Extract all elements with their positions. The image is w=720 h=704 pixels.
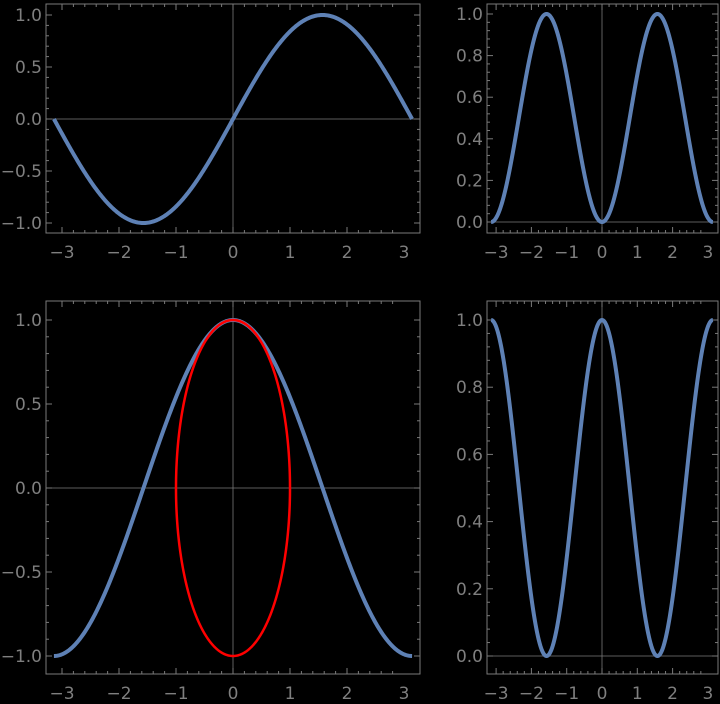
ellipse-curve — [174, 318, 292, 658]
y-tick-label: 0.0 — [15, 110, 42, 130]
y-tick-label: −1.0 — [1, 647, 42, 667]
x-tick-label: 1 — [632, 243, 643, 263]
y-tick-label: 0.5 — [15, 58, 42, 78]
y-tick-label: 0.8 — [456, 47, 483, 67]
curve-line — [52, 13, 414, 225]
x-tick-label: 2 — [342, 243, 353, 263]
y-tick-label: −0.5 — [1, 162, 42, 182]
curve-line — [489, 12, 715, 224]
x-tick-label: 0 — [597, 243, 608, 263]
y-tick-label: 0.5 — [15, 395, 42, 415]
x-tick-label: −3 — [49, 684, 74, 704]
y-tick-label: 1.0 — [15, 311, 42, 331]
x-tick-label: −3 — [49, 243, 74, 263]
x-tick-label: −1 — [554, 684, 579, 704]
curve-line — [489, 318, 715, 658]
x-tick-label: −3 — [484, 243, 509, 263]
x-tick-label: 2 — [667, 243, 678, 263]
y-tick-label: 0.6 — [456, 88, 483, 108]
x-tick-label: 3 — [399, 243, 410, 263]
x-tick-label: 1 — [285, 684, 296, 704]
x-tick-label: −2 — [106, 243, 131, 263]
x-tick-label: 0 — [228, 243, 239, 263]
x-tick-label: 2 — [342, 684, 353, 704]
y-tick-label: 0.8 — [456, 378, 483, 398]
y-tick-label: 1.0 — [456, 5, 483, 25]
y-tick-label: 1.0 — [456, 311, 483, 331]
x-tick-label: 3 — [702, 243, 713, 263]
y-tick-label: 0.0 — [15, 479, 42, 499]
plot-cos-with-ellipse: −3 −2 −1 0 1 2 3 −1.0 −0.5 0.0 0.5 1.0 — [1, 300, 421, 704]
x-tick-label: −2 — [106, 684, 131, 704]
plot-sin-squared: −3 −2 −1 0 1 2 3 0.0 0.2 0.4 0.6 0.8 1.0 — [456, 3, 719, 263]
plot-sin: −3 −2 −1 0 1 2 3 −1.0 −0.5 0.0 0.5 1.0 — [1, 3, 421, 263]
x-tick-label: −1 — [163, 684, 188, 704]
x-tick-label: 3 — [702, 684, 713, 704]
y-tick-label: 0.0 — [456, 213, 483, 233]
y-tick-label: −1.0 — [1, 214, 42, 234]
x-tick-label: 1 — [632, 684, 643, 704]
y-tick-label: 0.2 — [456, 171, 483, 191]
x-tick-label: −1 — [163, 243, 188, 263]
y-tick-label: 0.4 — [456, 513, 483, 533]
x-tick-label: −3 — [484, 684, 509, 704]
y-tick-label: 0.2 — [456, 580, 483, 600]
x-tick-label: 0 — [228, 684, 239, 704]
x-tick-label: −1 — [554, 243, 579, 263]
x-tick-label: −2 — [519, 243, 544, 263]
y-tick-label: 1.0 — [15, 6, 42, 26]
x-tick-label: −2 — [519, 684, 544, 704]
x-tick-label: 2 — [667, 684, 678, 704]
y-tick-label: 0.4 — [456, 130, 483, 150]
y-tick-label: −0.5 — [1, 563, 42, 583]
x-tick-label: 1 — [285, 243, 296, 263]
x-tick-label: 3 — [399, 684, 410, 704]
plot-cos-squared: −3 −2 −1 0 1 2 3 0.0 0.2 0.4 0.6 0.8 1.0 — [456, 300, 719, 704]
y-tick-label: 0.0 — [456, 647, 483, 667]
y-tick-label: 0.6 — [456, 445, 483, 465]
x-tick-label: 0 — [597, 684, 608, 704]
